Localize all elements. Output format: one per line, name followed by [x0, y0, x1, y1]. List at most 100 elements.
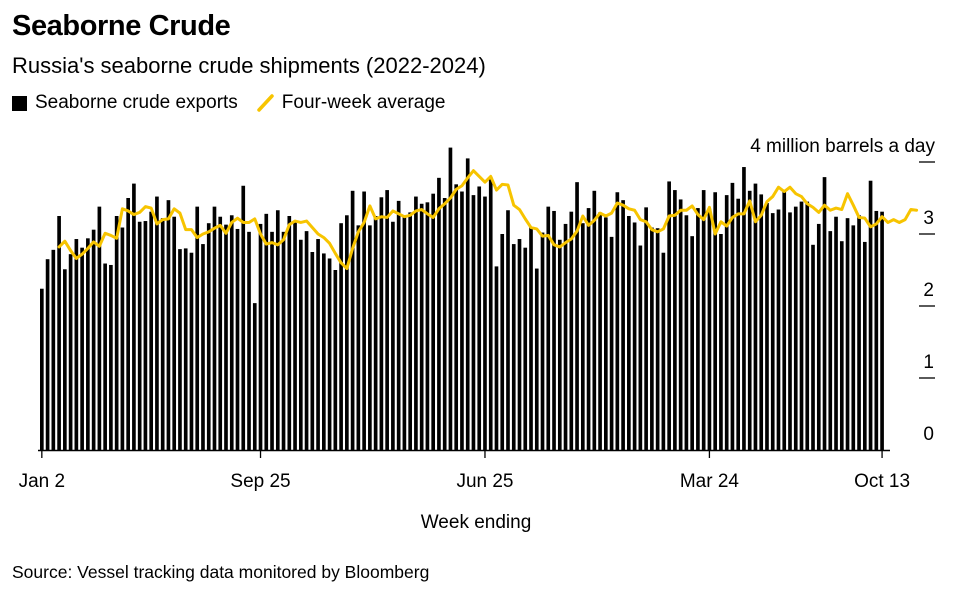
- export-bar: [45, 259, 50, 450]
- export-bar: [310, 252, 315, 450]
- export-bar: [684, 215, 689, 450]
- export-bar: [552, 210, 556, 450]
- export-bar: [793, 206, 798, 450]
- export-bar: [690, 236, 694, 450]
- export-bar: [402, 217, 407, 450]
- export-bar: [155, 196, 159, 450]
- export-bar: [396, 200, 401, 450]
- export-bar: [327, 258, 332, 450]
- export-bar: [166, 200, 171, 450]
- export-bar: [431, 193, 436, 450]
- export-bar: [534, 268, 539, 450]
- legend: Seaborne crude exports Four-week average: [12, 92, 464, 114]
- export-bar: [91, 229, 96, 450]
- export-bar: [839, 241, 844, 450]
- export-bar: [724, 195, 729, 450]
- export-bar: [673, 190, 677, 450]
- export-bar: [529, 226, 533, 450]
- export-bar: [575, 182, 579, 450]
- legend-label-average: Four-week average: [281, 92, 446, 113]
- bars-layer: [40, 147, 884, 451]
- export-bar: [132, 183, 136, 450]
- export-bar: [632, 222, 637, 450]
- export-bar: [494, 266, 499, 450]
- export-bar: [523, 247, 528, 450]
- export-bar: [471, 195, 476, 450]
- export-bar: [747, 190, 752, 451]
- export-bar: [172, 216, 177, 450]
- export-bar: [845, 218, 850, 450]
- export-bar: [51, 249, 56, 450]
- export-bar: [488, 177, 493, 450]
- export-bar: [592, 190, 597, 451]
- line-swatch-icon: [257, 94, 274, 112]
- export-bar: [339, 223, 343, 450]
- y-tick-label: 2: [923, 280, 934, 301]
- export-bar: [298, 239, 303, 450]
- export-bar: [719, 234, 723, 450]
- export-bar: [586, 208, 591, 450]
- export-bar: [742, 167, 746, 451]
- export-bar: [189, 252, 194, 450]
- export-bar: [517, 239, 522, 450]
- export-bar: [753, 183, 758, 450]
- export-bar: [477, 186, 482, 451]
- export-bar: [563, 223, 568, 450]
- export-bar: [696, 208, 700, 450]
- export-bar: [86, 238, 90, 450]
- export-bar: [448, 147, 453, 450]
- chart-subtitle: Russia's seaborne crude shipments (2022-…: [12, 53, 486, 78]
- export-bar: [264, 213, 269, 450]
- export-bar: [57, 216, 61, 450]
- export-bar: [678, 199, 683, 450]
- export-bar: [345, 215, 349, 450]
- export-bar: [212, 206, 217, 450]
- export-bar: [368, 225, 372, 450]
- bar-swatch-icon: [12, 95, 27, 111]
- export-bar: [224, 224, 228, 450]
- export-bar: [137, 221, 142, 450]
- legend-item-average: Four-week average: [256, 92, 446, 114]
- export-bar: [701, 190, 706, 450]
- export-bar: [304, 231, 309, 450]
- export-bar: [414, 196, 418, 450]
- export-bar: [782, 190, 787, 451]
- export-bar: [287, 216, 292, 450]
- export-bar: [114, 216, 119, 450]
- export-bar: [258, 223, 263, 450]
- export-bar: [759, 194, 764, 450]
- export-bar: [373, 216, 378, 450]
- export-bar: [650, 227, 654, 450]
- export-bar: [362, 191, 366, 450]
- export-bar: [615, 192, 620, 451]
- export-bar: [229, 215, 234, 450]
- export-bar: [776, 209, 781, 450]
- export-bar: [201, 244, 205, 450]
- x-tick-label: Jan 2: [19, 471, 65, 492]
- export-bar: [816, 223, 821, 450]
- export-bar: [868, 180, 873, 450]
- export-bar: [275, 210, 280, 450]
- export-bar: [788, 212, 792, 450]
- export-bar: [379, 197, 384, 450]
- export-bar: [655, 228, 660, 450]
- export-bar: [609, 236, 614, 450]
- export-bar: [68, 254, 73, 450]
- export-bar: [736, 198, 741, 450]
- export-bar: [569, 211, 574, 450]
- export-bar: [80, 247, 84, 450]
- export-bar: [644, 207, 648, 450]
- source-note: Source: Vessel tracking data monitored b…: [12, 562, 430, 582]
- export-bar: [851, 225, 856, 450]
- export-bar: [834, 216, 838, 450]
- legend-label-exports: Seaborne crude exports: [35, 92, 238, 113]
- export-bar: [506, 210, 510, 450]
- export-bar: [160, 218, 165, 450]
- export-bar: [730, 182, 735, 450]
- export-bar: [149, 211, 154, 450]
- export-bar: [511, 244, 516, 450]
- export-bar: [765, 203, 769, 450]
- export-bar: [770, 213, 775, 450]
- export-bar: [350, 190, 355, 451]
